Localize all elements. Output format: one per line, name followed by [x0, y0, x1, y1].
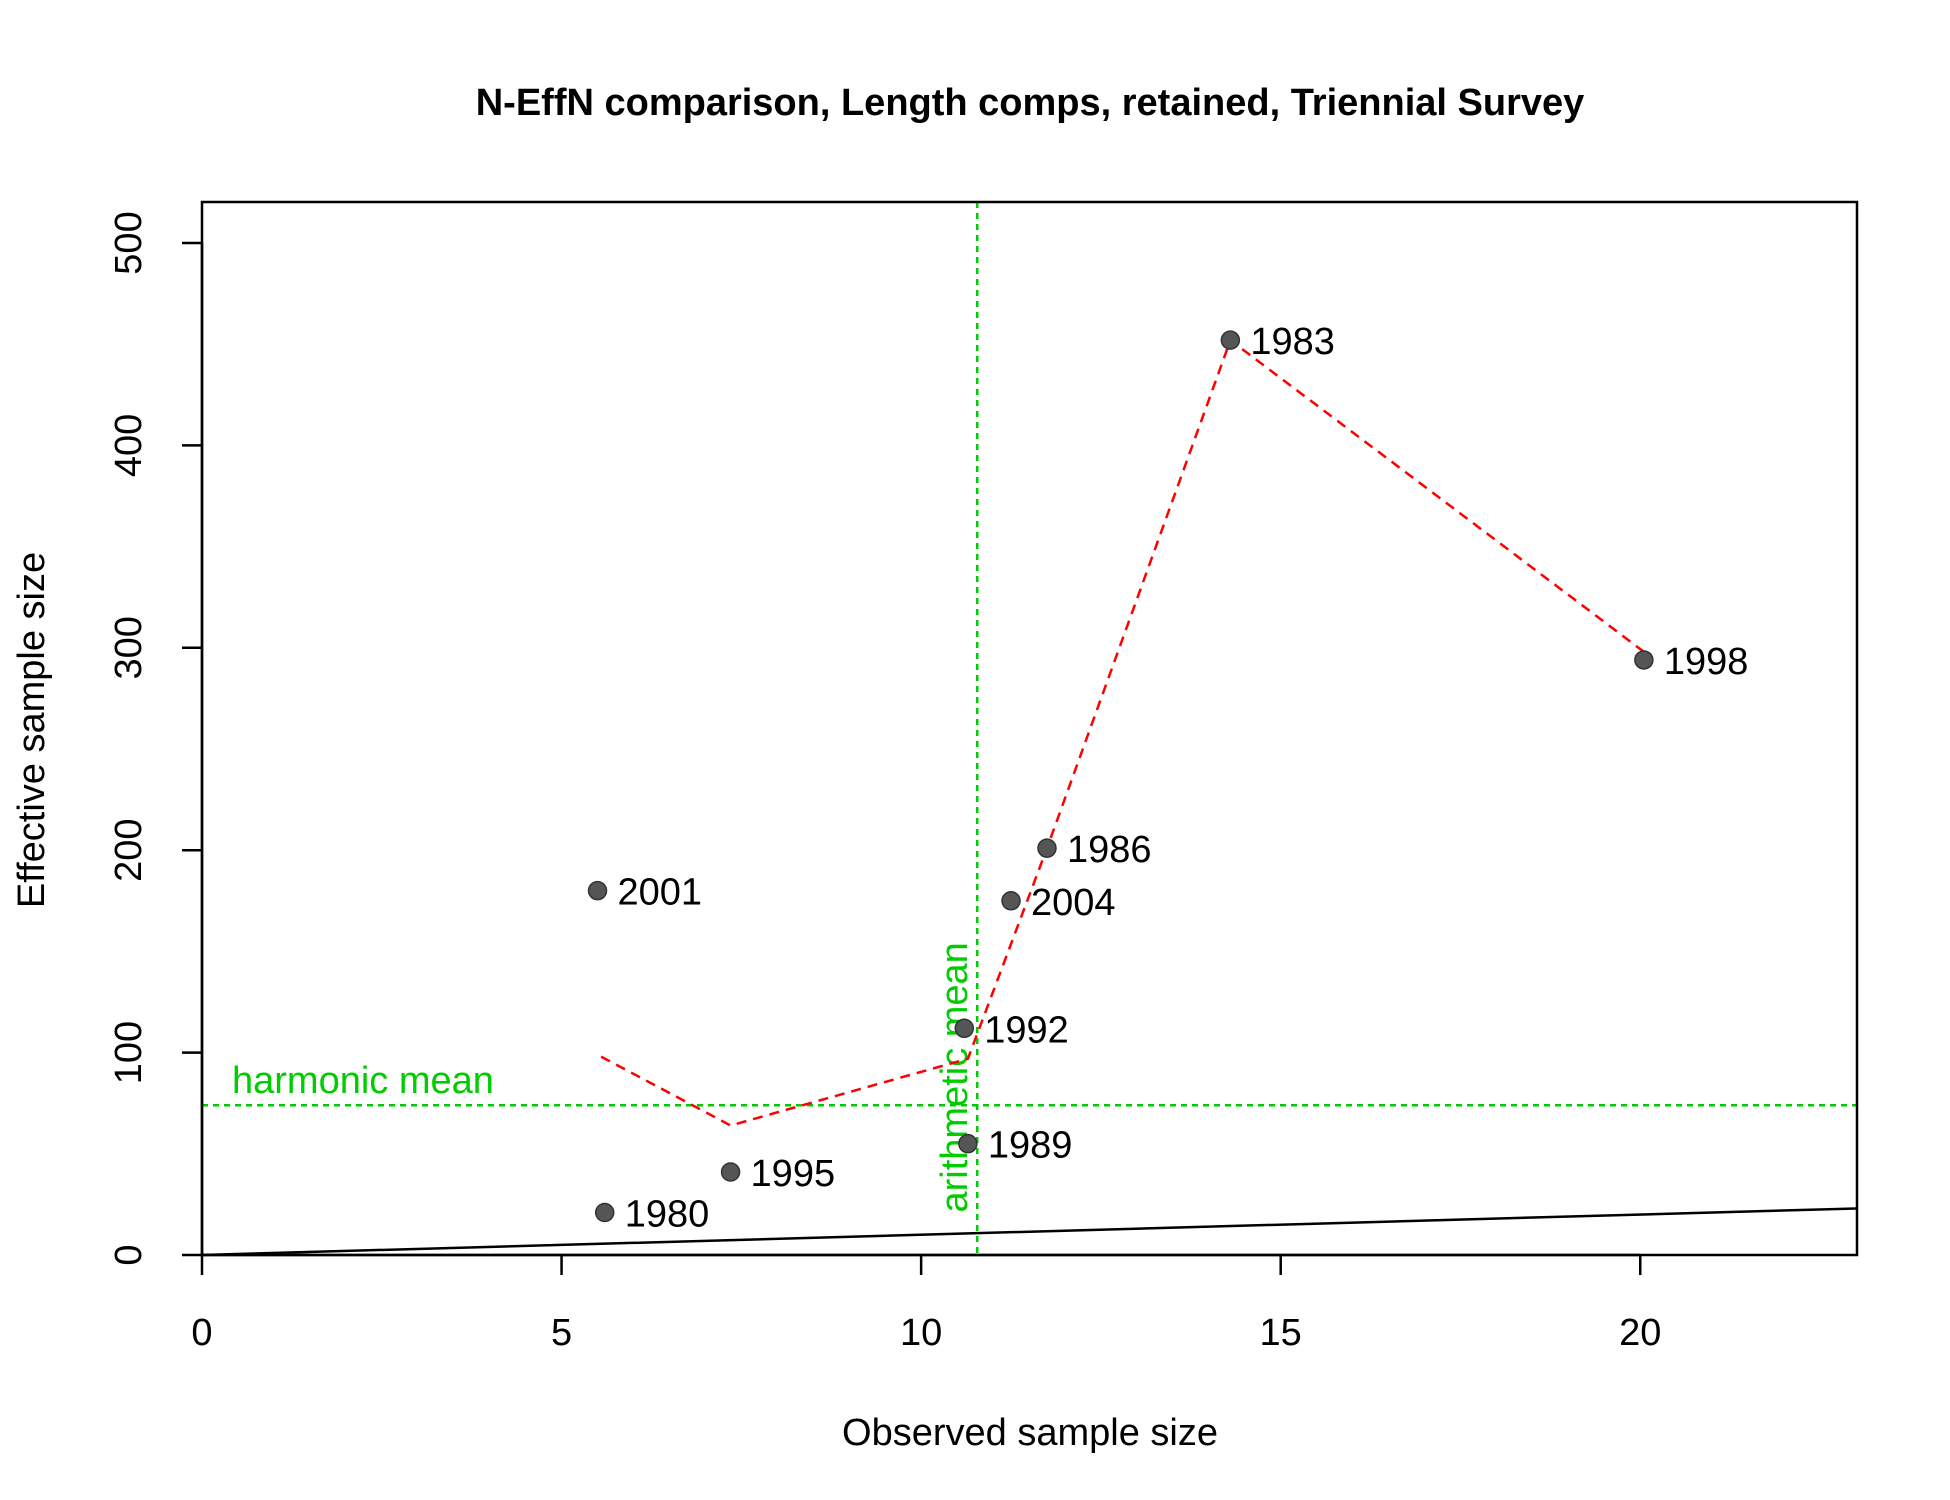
data-point-2004 — [1001, 891, 1021, 911]
smoother-line — [600, 338, 1645, 1127]
point-label-1998: 1998 — [1664, 641, 1749, 683]
data-point-1986 — [1037, 838, 1057, 858]
x-axis-title: Observed sample size — [842, 1412, 1218, 1454]
point-label-2004: 2004 — [1031, 882, 1116, 924]
x-tick-label-15: 15 — [1260, 1312, 1302, 1354]
data-point-2001 — [587, 880, 608, 901]
x-axis: 0 5 10 15 20 — [191, 1253, 1661, 1354]
y-tick-label-200: 200 — [108, 818, 150, 881]
point-label-1986: 1986 — [1067, 829, 1152, 871]
data-point-1980 — [594, 1202, 615, 1223]
x-tick-label-20: 20 — [1619, 1312, 1661, 1354]
point-label-1980: 1980 — [625, 1193, 710, 1235]
point-label-2001: 2001 — [618, 872, 703, 914]
point-label-1989: 1989 — [988, 1125, 1073, 1167]
y-tick-label-500: 500 — [108, 211, 150, 274]
data-point-1989 — [958, 1133, 978, 1154]
chart-title: N-EffN comparison, Length comps, retaine… — [476, 82, 1585, 124]
x-tick-label-10: 10 — [900, 1312, 942, 1354]
plot-layer: harmonic mean arithmetic mean 1980 1983 1986… — [201, 202, 1857, 1257]
y-axis-title: Effective sample size — [11, 552, 53, 908]
y-axis: 0 100 200 300 400 500 — [108, 211, 204, 1266]
y-tick-label-0: 0 — [108, 1244, 150, 1265]
data-point-1992 — [954, 1018, 975, 1039]
point-label-1983: 1983 — [1250, 321, 1335, 363]
data-point-1995 — [720, 1162, 741, 1182]
harmonic-mean-label: harmonic mean — [232, 1060, 494, 1102]
x-tick-label-5: 5 — [551, 1312, 572, 1354]
arithmetic-mean-label: arithmetic mean — [934, 942, 976, 1212]
y-tick-label-400: 400 — [108, 414, 150, 477]
y-tick-label-300: 300 — [108, 616, 150, 679]
data-point-1998 — [1634, 650, 1654, 670]
one-to-one-line — [201, 1207, 1857, 1257]
point-label-1995: 1995 — [751, 1153, 836, 1195]
data-point-1983 — [1220, 330, 1241, 350]
point-label-1992: 1992 — [984, 1009, 1069, 1051]
x-tick-label-0: 0 — [191, 1312, 212, 1354]
y-tick-label-100: 100 — [108, 1021, 150, 1084]
